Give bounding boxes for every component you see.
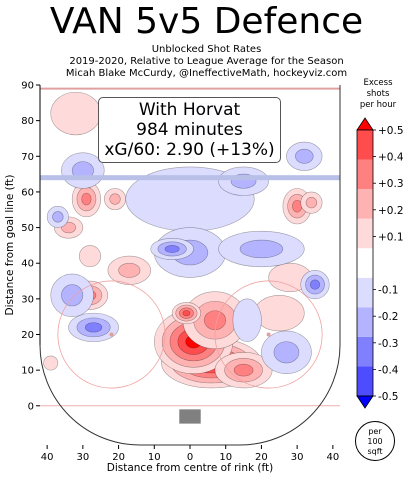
y-tick-label: 90 — [21, 81, 34, 92]
faceoff-dot-right — [266, 332, 271, 337]
colorbar-tick-label: +0.4 — [378, 152, 404, 164]
goal-net — [179, 409, 201, 424]
heat-region-14-level-2 — [118, 262, 141, 278]
heat-region-17-level-2 — [305, 196, 318, 209]
colorbar-segment — [357, 248, 373, 278]
x-axis-label: Distance from centre of rink (ft) — [107, 462, 274, 474]
colorbar-tick-label: -0.2 — [378, 311, 399, 323]
y-tick-label: 10 — [21, 366, 34, 377]
faceoff-dot-left — [109, 332, 114, 337]
heat-region-28-level-2 — [295, 148, 314, 164]
x-tick-label: 20 — [255, 452, 268, 463]
x-tick-label: 10 — [219, 452, 232, 463]
chart-title: VAN 5v5 Defence — [49, 1, 364, 42]
colorbar-segment — [357, 130, 373, 160]
heat-region-3-level-3 — [233, 363, 254, 377]
colorbar-segment — [357, 218, 373, 249]
annotation-player: With Horvat — [138, 100, 241, 120]
colorbar-segment — [357, 366, 373, 396]
heat-region-7-level-1 — [253, 294, 305, 332]
x-tick-label: 30 — [76, 452, 89, 463]
y-tick-label: 30 — [21, 294, 34, 305]
heat-region-9-level-2 — [109, 193, 121, 205]
x-tick-label: 0 — [187, 452, 193, 463]
heat-region-2-level-3 — [203, 310, 227, 331]
heat-region-24-level-1 — [232, 298, 262, 342]
heat-region-21-level-3 — [164, 245, 180, 253]
colorbar-tick-label: -0.1 — [378, 285, 399, 297]
colorbar-tick-label: -0.5 — [378, 391, 399, 403]
y-tick-label: 50 — [21, 223, 34, 234]
blue-line — [40, 175, 340, 181]
heat-region-11-level-2 — [61, 221, 77, 234]
y-tick-label: 40 — [21, 259, 34, 270]
heatmap-layer — [43, 91, 330, 389]
y-tick-label: 60 — [21, 187, 34, 198]
colorbar-segment — [357, 159, 373, 190]
colorbar-title: Excess shots per hour — [359, 78, 397, 110]
colorbar-segment — [357, 336, 373, 367]
heat-region-25-level-2 — [239, 239, 284, 259]
x-tick-label: 10 — [148, 452, 161, 463]
x-tick-label: 40 — [326, 452, 339, 463]
colorbar-tick-label: -0.3 — [378, 338, 399, 350]
y-axis-label: Distance from goal line (ft) — [4, 175, 16, 316]
y-tick-label: 70 — [21, 152, 34, 163]
y-tick-label: 20 — [21, 330, 34, 341]
colorbar-tick-label: +0.1 — [378, 231, 404, 243]
heat-region-27-level-2 — [273, 341, 300, 364]
x-tick-label: 30 — [291, 452, 304, 463]
heat-region-15-level-1 — [50, 91, 102, 136]
annotation-minutes: 984 minutes — [136, 120, 243, 140]
y-tick-label: 80 — [21, 116, 34, 127]
annotation-box: With Horvat 984 minutes xG/60: 2.90 (+13… — [98, 97, 281, 163]
colorbar-segment — [357, 189, 373, 219]
x-tick-label: 40 — [41, 452, 54, 463]
colorbar-frame — [356, 129, 374, 397]
colorbar-tick-label: +0.3 — [378, 178, 404, 190]
colorbar-tick-label: +0.5 — [378, 125, 404, 137]
colorbar-segment — [357, 277, 373, 308]
annotation-xg: xG/60: 2.90 (+13%) — [104, 140, 275, 160]
colorbar-top-arrow — [356, 117, 374, 131]
heat-region-22-level-2 — [61, 284, 84, 307]
axes: 0 10 20 30 40 50 60 70 80 90 40 30 20 10 0 10 20 30 40 Dist… — [4, 81, 339, 475]
colorbar: +0.5 +0.4 +0.3 +0.2 +0.1 -0.1 -0.2 -0.3 -0.4 -0.5 — [356, 117, 404, 409]
heat-region-10-level-3 — [81, 192, 92, 206]
subtitle-line-1: Unblocked Shot Rates — [151, 44, 262, 55]
heat-region-12-level-1 — [78, 245, 102, 268]
subtitle-line-2: 2019-2020, Relative to League Average fo… — [69, 56, 344, 67]
y-tick-label: 0 — [28, 401, 34, 412]
heat-region-26-level-3 — [309, 279, 321, 290]
unit-note: per 100 sqft — [355, 421, 395, 461]
colorbar-tick-label: -0.4 — [378, 364, 399, 376]
faceoff-circle-right — [214, 280, 323, 389]
colorbar-bottom-arrow — [356, 395, 374, 409]
heat-region-23-level-3 — [84, 322, 103, 333]
colorbar-segment — [357, 307, 373, 337]
colorbar-tick-label: +0.2 — [378, 205, 404, 217]
heat-region-16-level-1 — [43, 355, 59, 371]
subtitle-line-3: Micah Blake McCurdy, @IneffectiveMath, h… — [65, 68, 348, 79]
faceoff-circle-left — [57, 280, 166, 389]
x-tick-label: 20 — [112, 452, 125, 463]
heat-region-30-level-2 — [52, 211, 64, 223]
heat-region-4-level-4 — [182, 310, 191, 317]
